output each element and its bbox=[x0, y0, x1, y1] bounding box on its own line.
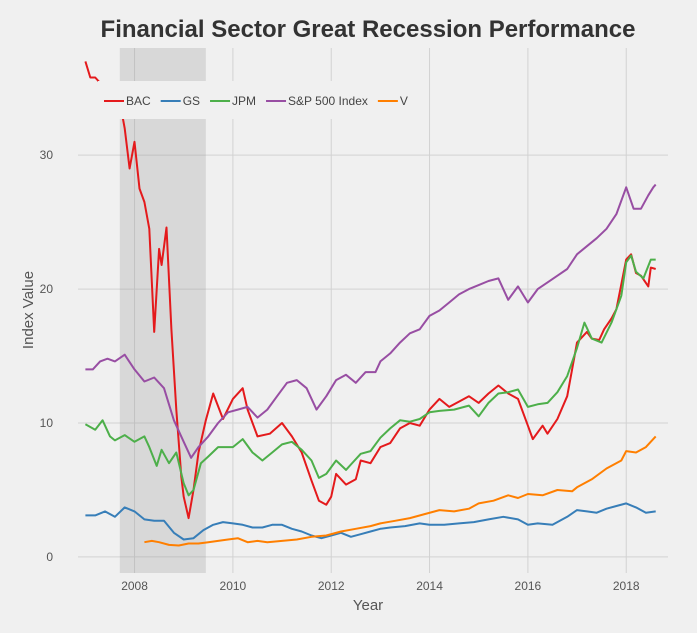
series-line-bac bbox=[84, 61, 656, 520]
y-tick-label: 0 bbox=[46, 550, 53, 564]
legend-item: GS bbox=[160, 94, 200, 108]
plot-background bbox=[78, 48, 668, 573]
legend-item: BAC bbox=[104, 94, 151, 108]
series-line-gs bbox=[85, 502, 656, 541]
y-tick-label: 10 bbox=[40, 416, 54, 430]
legend-item: V bbox=[377, 94, 408, 108]
x-tick-label: 2008 bbox=[121, 579, 148, 593]
x-axis-label: Year bbox=[353, 597, 383, 614]
y-axis-label: Index Value bbox=[20, 271, 37, 349]
legend-background bbox=[98, 81, 398, 119]
x-tick-label: 2010 bbox=[220, 579, 247, 593]
series-line-jpm bbox=[84, 254, 656, 497]
series-lines bbox=[84, 61, 657, 547]
legend: BAC GS JPM S&P 500 Index V bbox=[98, 81, 408, 119]
legend-item: JPM bbox=[210, 94, 256, 108]
legend-label: JPM bbox=[232, 94, 256, 108]
x-tick-label: 2016 bbox=[515, 579, 542, 593]
legend-label: S&P 500 Index bbox=[288, 94, 368, 108]
recession-band bbox=[119, 48, 206, 573]
x-tick-label: 2014 bbox=[416, 579, 443, 593]
series-line-s-p-500-index bbox=[85, 183, 657, 459]
y-tick-label: 30 bbox=[40, 148, 54, 162]
plot-area bbox=[78, 48, 668, 573]
series-line-v bbox=[144, 435, 657, 547]
y-axis-ticks: 0 10 20 30 bbox=[40, 148, 54, 564]
recession-band-layer bbox=[119, 48, 206, 573]
x-axis-ticks: 2008 2010 2012 2014 2016 2018 bbox=[121, 579, 640, 593]
legend-label: V bbox=[400, 94, 408, 108]
chart-title: Financial Sector Great Recession Perform… bbox=[101, 16, 636, 43]
legend-label: GS bbox=[183, 94, 200, 108]
x-tick-label: 2018 bbox=[613, 579, 640, 593]
x-tick-label: 2012 bbox=[318, 579, 345, 593]
legend-item: S&P 500 Index bbox=[266, 94, 368, 108]
legend-label: BAC bbox=[126, 94, 151, 108]
y-tick-label: 20 bbox=[40, 282, 54, 296]
